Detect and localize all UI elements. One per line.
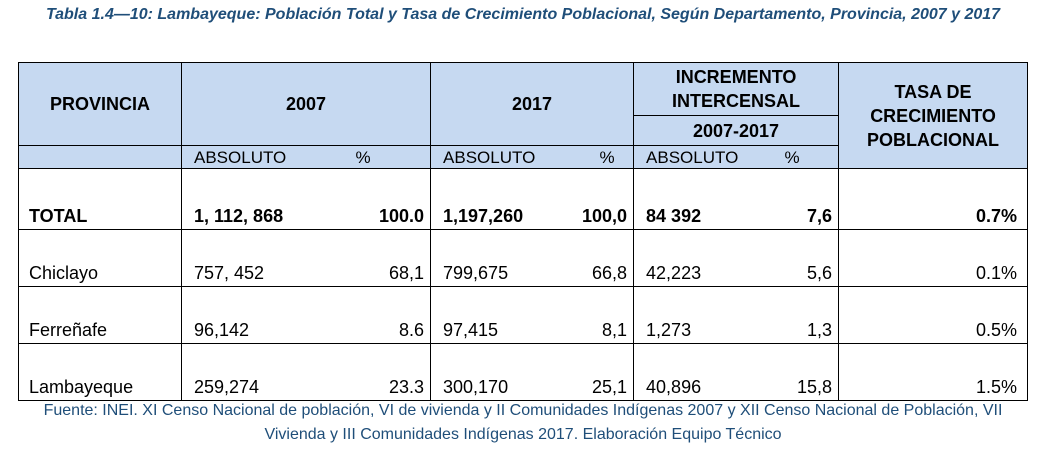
- table-row: TOTAL 1, 112, 868 100.0 1,197,260 100,0 84 39…: [18, 168, 1029, 230]
- value-cell: 42,223: [633, 229, 761, 287]
- value-cell: 8.6: [331, 286, 432, 344]
- value-cell: 100,0: [575, 168, 635, 230]
- header-provincia: PROVINCIA: [18, 62, 182, 146]
- sub-header: ABSOLUTO: [430, 145, 576, 169]
- sub-header: %: [331, 145, 432, 169]
- value-cell: 259,274: [181, 343, 332, 401]
- value-cell: 5,6: [760, 229, 840, 287]
- province-cell: Ferreñafe: [18, 286, 182, 344]
- value-cell: 84 392: [633, 168, 761, 230]
- value-cell: 300,170: [430, 343, 576, 401]
- province-cell: Lambayeque: [18, 343, 182, 401]
- sub-header: %: [575, 145, 635, 169]
- value-cell: 1, 112, 868: [181, 168, 332, 230]
- sub-header: ABSOLUTO: [633, 145, 761, 169]
- value-cell: 1,3: [760, 286, 840, 344]
- value-cell: 97,415: [430, 286, 576, 344]
- value-cell: 757, 452: [181, 229, 332, 287]
- header-periodo: 2007-2017: [633, 115, 840, 146]
- value-cell: 0.5%: [838, 286, 1029, 344]
- value-cell: 23.3: [331, 343, 432, 401]
- header-incremento: INCREMENTO INTERCENSAL: [633, 62, 840, 116]
- value-cell: 8,1: [575, 286, 635, 344]
- value-cell: 799,675: [430, 229, 576, 287]
- value-cell: 15,8: [760, 343, 840, 401]
- sub-header: ABSOLUTO: [181, 145, 332, 169]
- table-title: Tabla 1.4—10: Lambayeque: Población Tota…: [45, 6, 1001, 23]
- header-tasa: TASA DE CRECIMIENTO POBLACIONAL: [838, 62, 1029, 169]
- value-cell: 40,896: [633, 343, 761, 401]
- population-table: PROVINCIA 2007 2017 INCREMENTO INTERCENS…: [18, 62, 1029, 401]
- value-cell: 1,273: [633, 286, 761, 344]
- header-blank: [18, 145, 182, 169]
- header-2007: 2007: [180, 62, 432, 146]
- table-row: Ferreñafe 96,142 8.6 97,415 8,1 1,273 1,3 0.5%: [18, 286, 1029, 344]
- value-cell: 7,6: [760, 168, 840, 230]
- value-cell: 66,8: [575, 229, 635, 287]
- value-cell: 68,1: [331, 229, 432, 287]
- table-row: Chiclayo 757, 452 68,1 799,675 66,8 42,223 5,6…: [18, 229, 1029, 287]
- sub-header: %: [760, 145, 840, 169]
- value-cell: 0.7%: [838, 168, 1029, 230]
- value-cell: 1.5%: [838, 343, 1029, 401]
- value-cell: 25,1: [575, 343, 635, 401]
- source-note: Fuente: INEI. XI Censo Nacional de pobla…: [43, 402, 1003, 443]
- table-row: Lambayeque 259,274 23.3 300,170 25,1 40,896 15…: [18, 343, 1029, 401]
- province-cell: TOTAL: [18, 168, 182, 230]
- province-cell: Chiclayo: [18, 229, 182, 287]
- header-2017: 2017: [430, 62, 635, 146]
- value-cell: 100.0: [331, 168, 432, 230]
- value-cell: 1,197,260: [430, 168, 576, 230]
- value-cell: 0.1%: [838, 229, 1029, 287]
- value-cell: 96,142: [181, 286, 332, 344]
